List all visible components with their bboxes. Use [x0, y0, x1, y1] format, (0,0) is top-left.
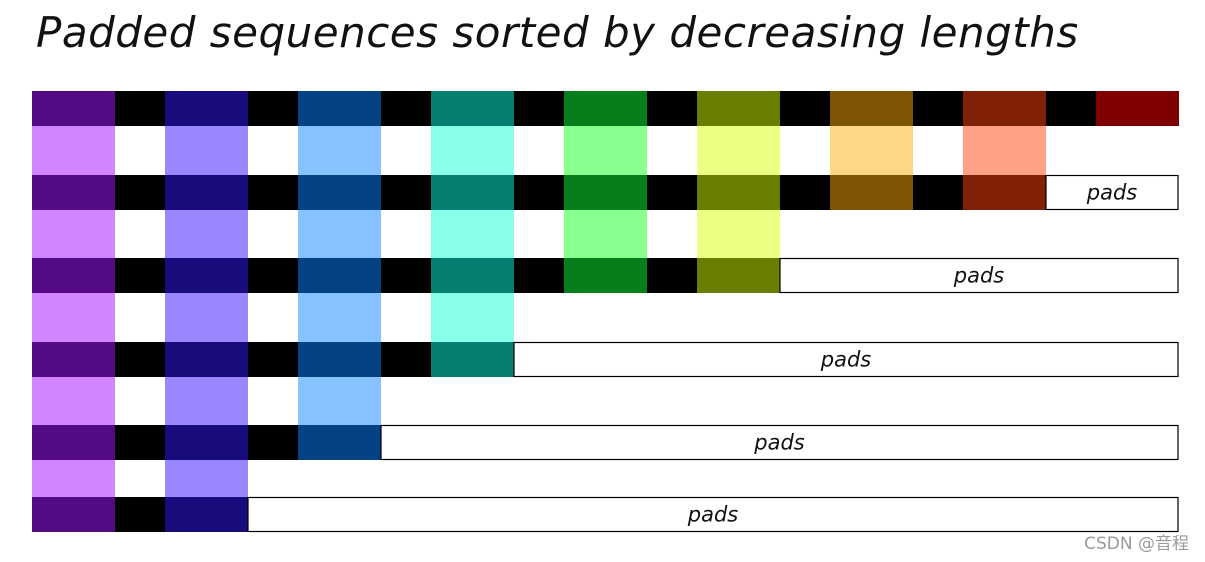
token-block-dark [1096, 91, 1179, 126]
pads-label: pads [753, 431, 805, 455]
token-block-dark [298, 342, 381, 377]
token-block-dark [165, 91, 248, 126]
token-block-dark [165, 497, 248, 532]
token-block-dark [564, 175, 647, 210]
token-block-dark [32, 258, 115, 293]
token-block-dark [830, 91, 913, 126]
token-block-dark [32, 425, 115, 460]
pads-label: pads [953, 264, 1005, 288]
token-block-light [165, 460, 248, 497]
token-block-dark [165, 175, 248, 210]
token-block-light [431, 126, 514, 175]
token-block-dark [32, 175, 115, 210]
token-block-light [564, 126, 647, 175]
pads-label: pads [1086, 181, 1138, 205]
token-block-light [32, 460, 115, 497]
token-block-dark [165, 425, 248, 460]
token-block-light [32, 293, 115, 342]
pads-box [247, 496, 1179, 533]
token-block-light [697, 210, 780, 258]
token-block-dark [830, 175, 913, 210]
token-block-dark [165, 342, 248, 377]
token-block-dark [298, 175, 381, 210]
token-block-dark [431, 91, 514, 126]
token-block-dark [165, 258, 248, 293]
pads-box [1045, 174, 1179, 211]
token-block-dark [32, 91, 115, 126]
token-block-dark [697, 91, 780, 126]
token-block-light [963, 126, 1046, 175]
token-block-light [32, 126, 115, 175]
token-block-light [165, 210, 248, 258]
token-block-dark [963, 175, 1046, 210]
token-block-dark [298, 91, 381, 126]
token-block-dark [697, 258, 780, 293]
token-block-light [431, 210, 514, 258]
token-block-dark [431, 175, 514, 210]
token-block-light [298, 293, 381, 342]
token-block-light [165, 126, 248, 175]
pads-label: pads [687, 503, 739, 527]
pads-box [380, 424, 1179, 461]
token-block-light [697, 126, 780, 175]
token-block-dark [564, 91, 647, 126]
token-block-dark [697, 175, 780, 210]
token-block-dark [564, 258, 647, 293]
token-block-dark [431, 258, 514, 293]
token-block-light [298, 377, 381, 425]
token-block-dark [298, 258, 381, 293]
pads-box [779, 257, 1179, 294]
token-block-light [431, 293, 514, 342]
token-block-dark [963, 91, 1046, 126]
token-block-light [165, 377, 248, 425]
token-block-light [298, 210, 381, 258]
watermark: CSDN @音程 [1084, 534, 1189, 554]
token-block-light [32, 210, 115, 258]
token-block-light [830, 126, 913, 175]
diagram-title: Padded sequences sorted by decreasing le… [36, 8, 1079, 57]
pads-box [513, 341, 1179, 378]
token-block-dark [32, 342, 115, 377]
token-block-light [165, 293, 248, 342]
token-block-light [32, 377, 115, 425]
pads-label: pads [820, 348, 872, 372]
token-block-dark [431, 342, 514, 377]
token-block-light [298, 126, 381, 175]
token-block-dark [32, 497, 115, 532]
token-block-dark [298, 425, 381, 460]
token-block-light [564, 210, 647, 258]
